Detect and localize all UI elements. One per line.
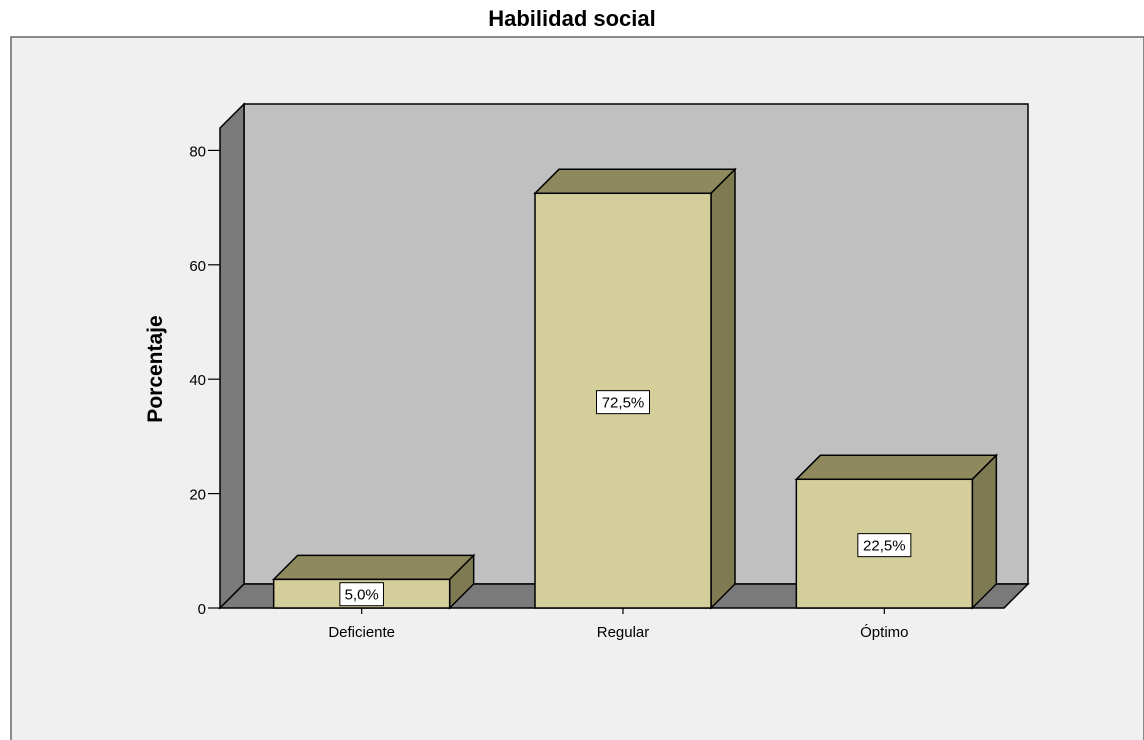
data-label: 72,5% [596, 390, 650, 415]
x-tick-label: Regular [597, 624, 650, 641]
y-tick-label: 80 [189, 143, 206, 160]
data-label: 22,5% [857, 533, 912, 558]
bar-top-face [794, 454, 999, 481]
y-tick-label: 60 [189, 258, 206, 275]
bar-top-face [533, 168, 737, 195]
bar-side-face [710, 167, 736, 610]
data-label-text: 5,0% [345, 587, 379, 604]
data-label-text: 72,5% [602, 395, 645, 412]
bar-side-face [971, 453, 998, 610]
data-label-box [857, 533, 912, 558]
chart-title: Habilidad social [488, 6, 656, 31]
y-tick-label: 0 [198, 601, 206, 618]
x-tick-label: Óptimo [860, 624, 908, 641]
data-label-text: 22,5% [863, 538, 906, 555]
y-axis-label: Porcentaje [144, 315, 167, 422]
y-tick-label: 20 [189, 487, 206, 504]
bar-top-face [271, 554, 476, 581]
bar [794, 453, 999, 610]
x-tick-label: Deficiente [328, 624, 395, 641]
plot-side-wall [219, 102, 245, 610]
bar [533, 167, 737, 610]
data-label: 5,0% [339, 582, 384, 607]
data-label-box [339, 582, 384, 607]
y-tick-label: 40 [189, 372, 206, 389]
data-label-box [596, 390, 650, 415]
